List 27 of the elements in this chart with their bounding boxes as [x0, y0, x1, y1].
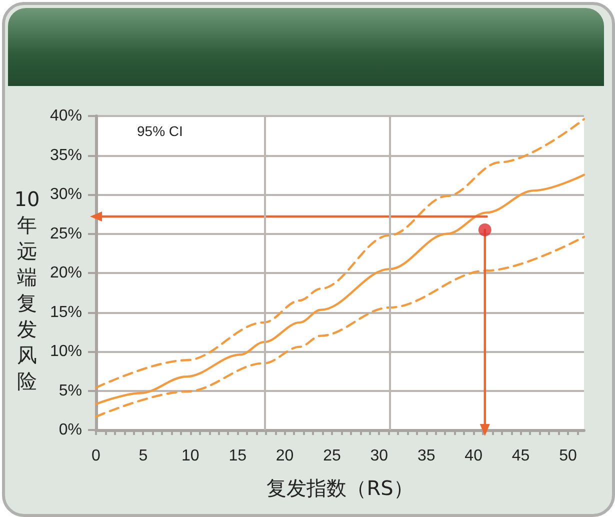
- y-tick-label: 30%: [50, 186, 82, 203]
- x-tick-label: 40: [464, 448, 483, 464]
- line-series: [94, 118, 586, 389]
- y-tick-label: 35%: [50, 146, 82, 164]
- y-tick-label: 0%: [58, 422, 82, 438]
- x-tick-label: 10: [181, 448, 200, 464]
- y-tick-label: 25%: [50, 225, 82, 242]
- x-axis-title: 复发指数（RS）: [266, 476, 414, 500]
- y-tick-label: 15%: [50, 304, 82, 321]
- x-tick-label: 45: [512, 448, 530, 464]
- x-tick-label: 50: [559, 448, 577, 464]
- x-tick-label: 20: [276, 448, 294, 464]
- point: [478, 223, 492, 236]
- y-axis-title: 10年远端复发风险: [13, 186, 41, 394]
- y-tick-label: 5%: [58, 382, 82, 400]
- y-tick-label: 40%: [50, 108, 82, 124]
- x-tick-label: 35: [417, 448, 436, 464]
- annotation: 95% CI: [137, 123, 183, 139]
- line-series: [94, 174, 586, 406]
- line-series: [94, 236, 586, 418]
- x-tick-label: 25: [323, 448, 341, 464]
- x-tick-label: 5: [138, 448, 148, 464]
- y-tick-label: 10%: [50, 343, 82, 360]
- y-tick-label: 20%: [50, 264, 82, 282]
- x-tick-label: 0: [92, 448, 101, 464]
- x-tick-label: 15: [228, 448, 247, 464]
- x-tick-label: 30: [370, 448, 388, 464]
